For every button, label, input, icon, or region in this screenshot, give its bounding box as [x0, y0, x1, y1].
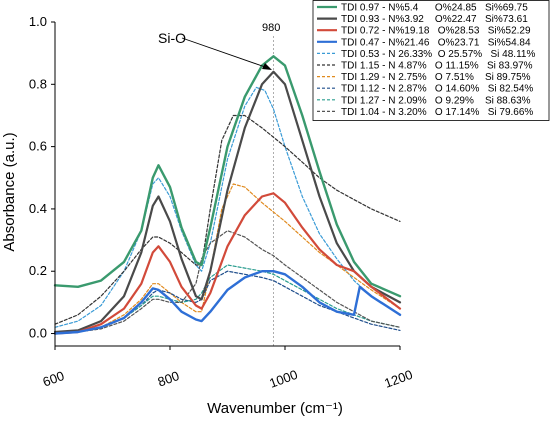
y-tick-label: 0.4: [29, 201, 47, 216]
y-axis-title: Absorbance (a.u.): [1, 132, 18, 251]
annotation-si-o: Si-O: [158, 30, 186, 46]
legend-label-3: TDI 0.72 - N%19.18 O%28.53 Si%52.29: [341, 26, 531, 37]
legend-label-8: TDI 1.12 - N 2.87% O 14.60% Si 82.54%: [341, 84, 533, 95]
series-line-4: [53, 270, 402, 335]
legend-label-6: TDI 1.15 - N 4.87% O 11.15% Si 83.97%: [341, 61, 533, 72]
x-axis-title: Wavenumber (cm⁻¹): [207, 400, 343, 417]
x-tick-label: 600: [41, 368, 67, 390]
legend-label-5: TDI 0.53 - N 26.33% O 25.57% Si 48.11%: [341, 49, 535, 60]
x-tick-label: 1000: [267, 367, 299, 391]
legend-box: [312, 0, 550, 121]
y-tick-label: 0.6: [29, 139, 47, 154]
legend-label-7: TDI 1.29 - N 2.75% O 7.51% Si 89.75%: [341, 72, 531, 83]
annotation-980: 980: [262, 22, 280, 34]
series-line-9: [54, 264, 401, 335]
y-tick-label: 1.0: [29, 14, 47, 29]
legend-label-1: TDI 0.97 - N%5.4 O%24.85 Si%69.75: [341, 3, 528, 14]
series-line-1: [53, 55, 402, 298]
series-line-6: [54, 114, 401, 325]
plot-area: [53, 36, 402, 346]
y-tick-label: 0.2: [29, 263, 47, 278]
annotation-arrow: [181, 37, 269, 69]
series-line-10: [54, 230, 401, 335]
legend-label-2: TDI 0.93 - N%3.92 O%22.47 Si%73.61: [341, 14, 528, 25]
x-tick-label: 1200: [382, 367, 414, 391]
series-line-3: [53, 192, 402, 335]
annotation-arrowhead: [262, 63, 272, 70]
legend-label-4: TDI 0.47 - N%21.46 O%23.71 Si%54.84: [341, 37, 531, 48]
x-tick-label: 800: [156, 368, 182, 390]
annotations: Si-O 980: [158, 22, 280, 70]
y-tick-label: 0.8: [29, 76, 47, 91]
series-line-2: [53, 70, 402, 334]
legend-label-9: TDI 1.27 - N 2.09% O 9.29% Si 88.63%: [341, 95, 531, 106]
y-tick-label: 0.0: [29, 326, 47, 341]
legend-label-10: TDI 1.04 - N 3.20% O 17.14% Si 79.66%: [341, 107, 533, 118]
series-line-7: [54, 183, 401, 335]
